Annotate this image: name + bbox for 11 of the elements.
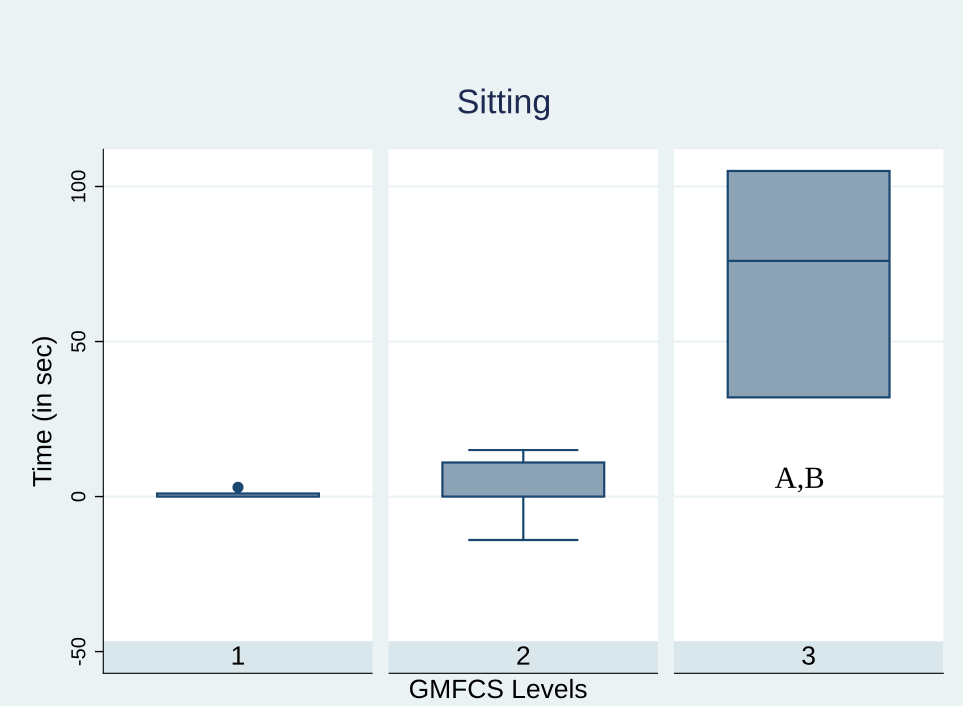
- y-tick-label: -50: [71, 638, 86, 666]
- y-tick-label: 100: [71, 170, 86, 202]
- chart-title: Sitting: [458, 88, 550, 120]
- y-tick-label: 0: [71, 492, 86, 502]
- x-tick-label: 3: [802, 646, 815, 665]
- annotation: A,B: [774, 468, 824, 493]
- y-axis-title: Time (in sec): [32, 337, 57, 486]
- x-axis-title: GMFCS Levels: [410, 678, 587, 698]
- x-tick-label: 2: [517, 646, 530, 665]
- x-tick-label: 1: [232, 646, 244, 665]
- y-tick-label: 50: [71, 331, 86, 352]
